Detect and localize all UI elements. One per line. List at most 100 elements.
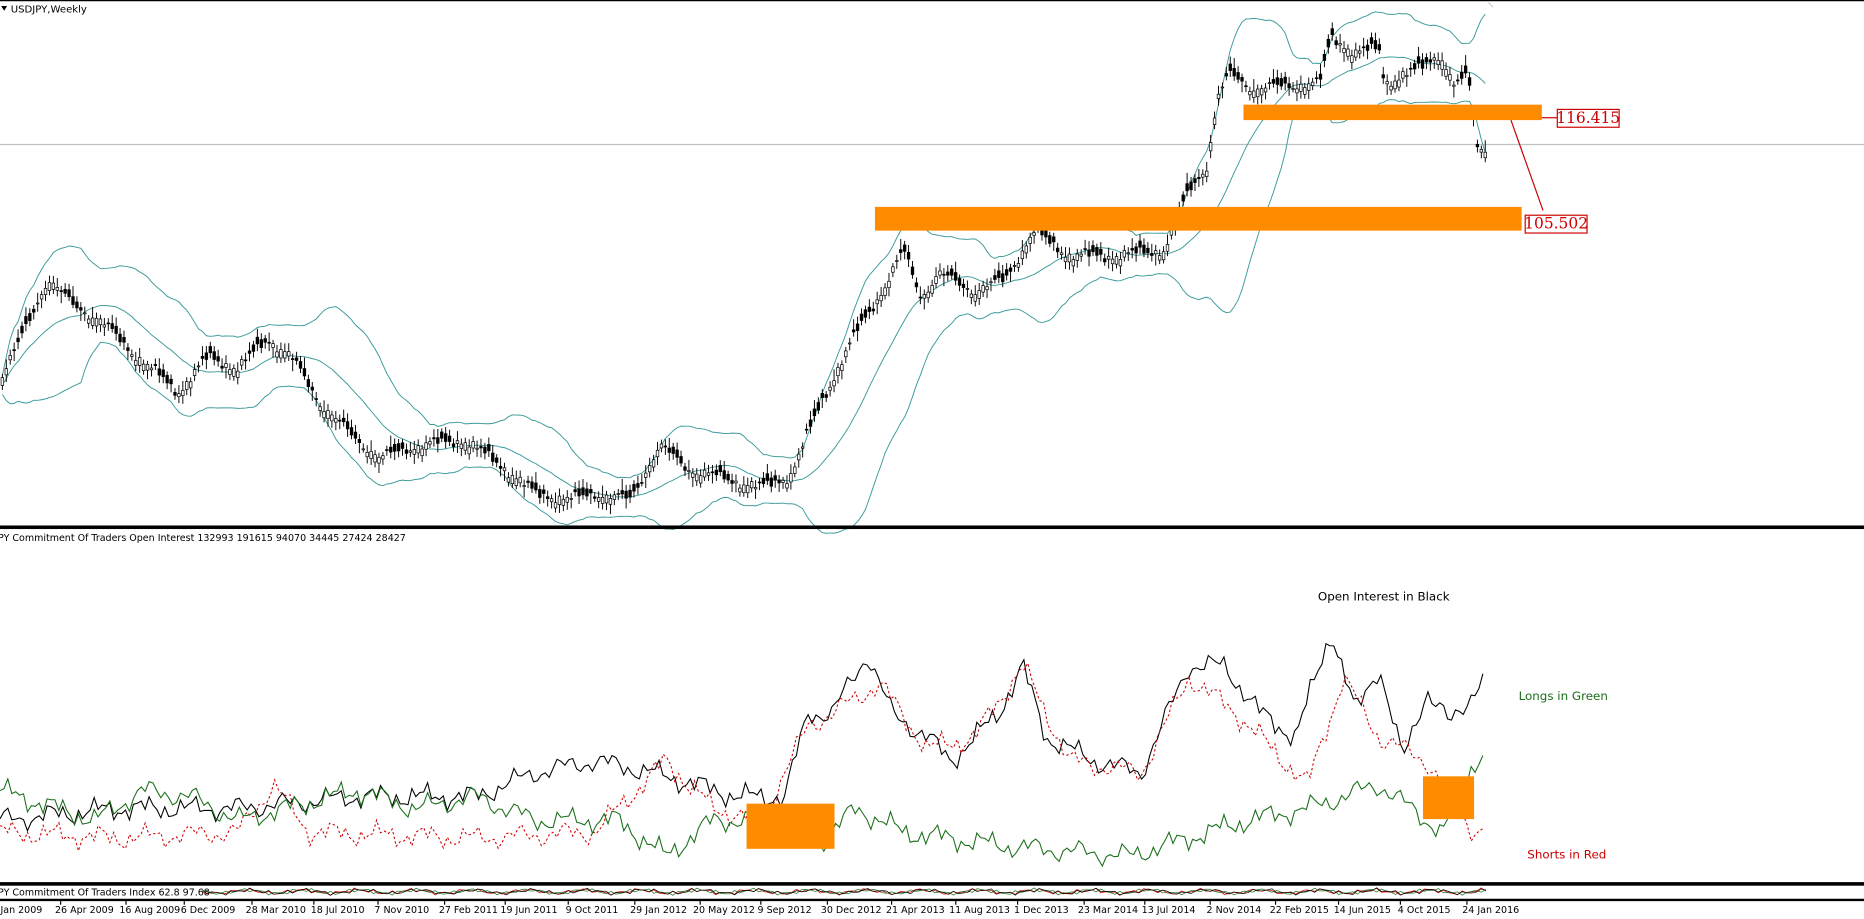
candle-body [436,437,440,444]
candle-body [287,351,291,357]
candle-body [585,488,589,497]
candle-body [1106,255,1111,260]
candle-body [240,359,244,366]
candle-body [624,490,628,499]
candle-body [1201,173,1205,178]
candle-body [232,368,236,377]
candle-body [393,444,397,452]
candle-body [451,443,456,448]
time-label: 11 Aug 2013 [949,905,1010,916]
candle-body [918,296,923,299]
candle-body [12,349,16,352]
time-label: 6 Dec 2009 [181,905,236,916]
candle-body [777,479,781,484]
candle-body [1456,79,1460,82]
open-interest-line [0,642,1484,833]
candle-body [1130,248,1134,251]
candle-body [138,357,142,366]
candle-body [977,290,981,299]
candle-body [561,498,566,506]
candle-body [1197,177,1201,180]
candle-body [1087,249,1091,257]
candle-body [820,393,824,398]
cot-series [0,642,1484,868]
candle-body [502,467,507,472]
candle-body [506,477,511,483]
candle-body [1299,83,1303,92]
candle-body [1271,79,1276,84]
candle-body [883,287,887,296]
candle-body [867,306,872,312]
candle-body [134,360,138,366]
candle-body [1091,245,1095,253]
candle-body [385,449,389,451]
time-label: 19 Jun 2011 [500,905,557,916]
candle-body [648,465,652,473]
candle-body [859,313,864,321]
candle-body [593,496,597,499]
candle-body [1212,117,1217,125]
candle-body [573,489,577,493]
candle-body [404,449,409,454]
candle-body [1385,81,1389,85]
candle-body [718,465,722,473]
candle-body [1365,44,1370,51]
candle-body [381,455,385,460]
candle-body [793,466,797,474]
candle-body [75,301,79,309]
candle-body [1067,253,1072,263]
candle-body [71,296,75,305]
candle-body [702,469,707,478]
candle-body [950,268,954,276]
candle-body [416,445,420,454]
candle-body [738,487,742,493]
candle-body [804,428,809,431]
support-zone [874,206,1522,231]
candle-body [122,337,126,343]
candle-body [334,418,338,423]
candle-body [1146,247,1150,254]
candle-body [181,390,185,396]
candle-body [1110,258,1115,265]
candle-body [1263,87,1268,93]
candle-body [357,439,362,444]
candle-body [973,294,977,302]
candle-body [298,361,303,369]
index-line [201,887,1487,896]
candle-body [714,469,719,476]
candle-body [216,356,220,362]
candle-body [1334,40,1338,46]
candle-body [114,325,118,334]
candle-body [1205,170,1209,177]
candle-body [1142,244,1146,254]
candle-body [153,364,158,366]
candle-body [722,470,726,480]
candle-body [165,375,169,384]
candle-body [479,446,483,449]
candle-body [294,357,299,361]
menu-arrow[interactable] [1,5,8,11]
candle-body [981,285,985,293]
candle-body [326,410,330,420]
candle-body [655,449,660,458]
candle-body [1303,87,1307,95]
candle-body [961,283,966,288]
candle-body [608,498,613,505]
candle-body [1314,77,1319,80]
candle-body [848,342,852,345]
candle-body [644,472,648,478]
candle-body [612,494,617,500]
candle-body [90,317,95,326]
candle-body [687,470,691,472]
candle-body [1460,71,1464,79]
candle-body [1138,240,1142,248]
candle-body [557,495,562,506]
candle-body [910,266,915,275]
candle-body [1103,258,1107,263]
candle-body [726,474,730,481]
time-label: 21 Apr 2013 [886,905,945,916]
time-label: 9 Oct 2011 [566,905,619,916]
candle-body [581,487,585,496]
candle-body [389,446,393,453]
level-box [1556,108,1620,128]
